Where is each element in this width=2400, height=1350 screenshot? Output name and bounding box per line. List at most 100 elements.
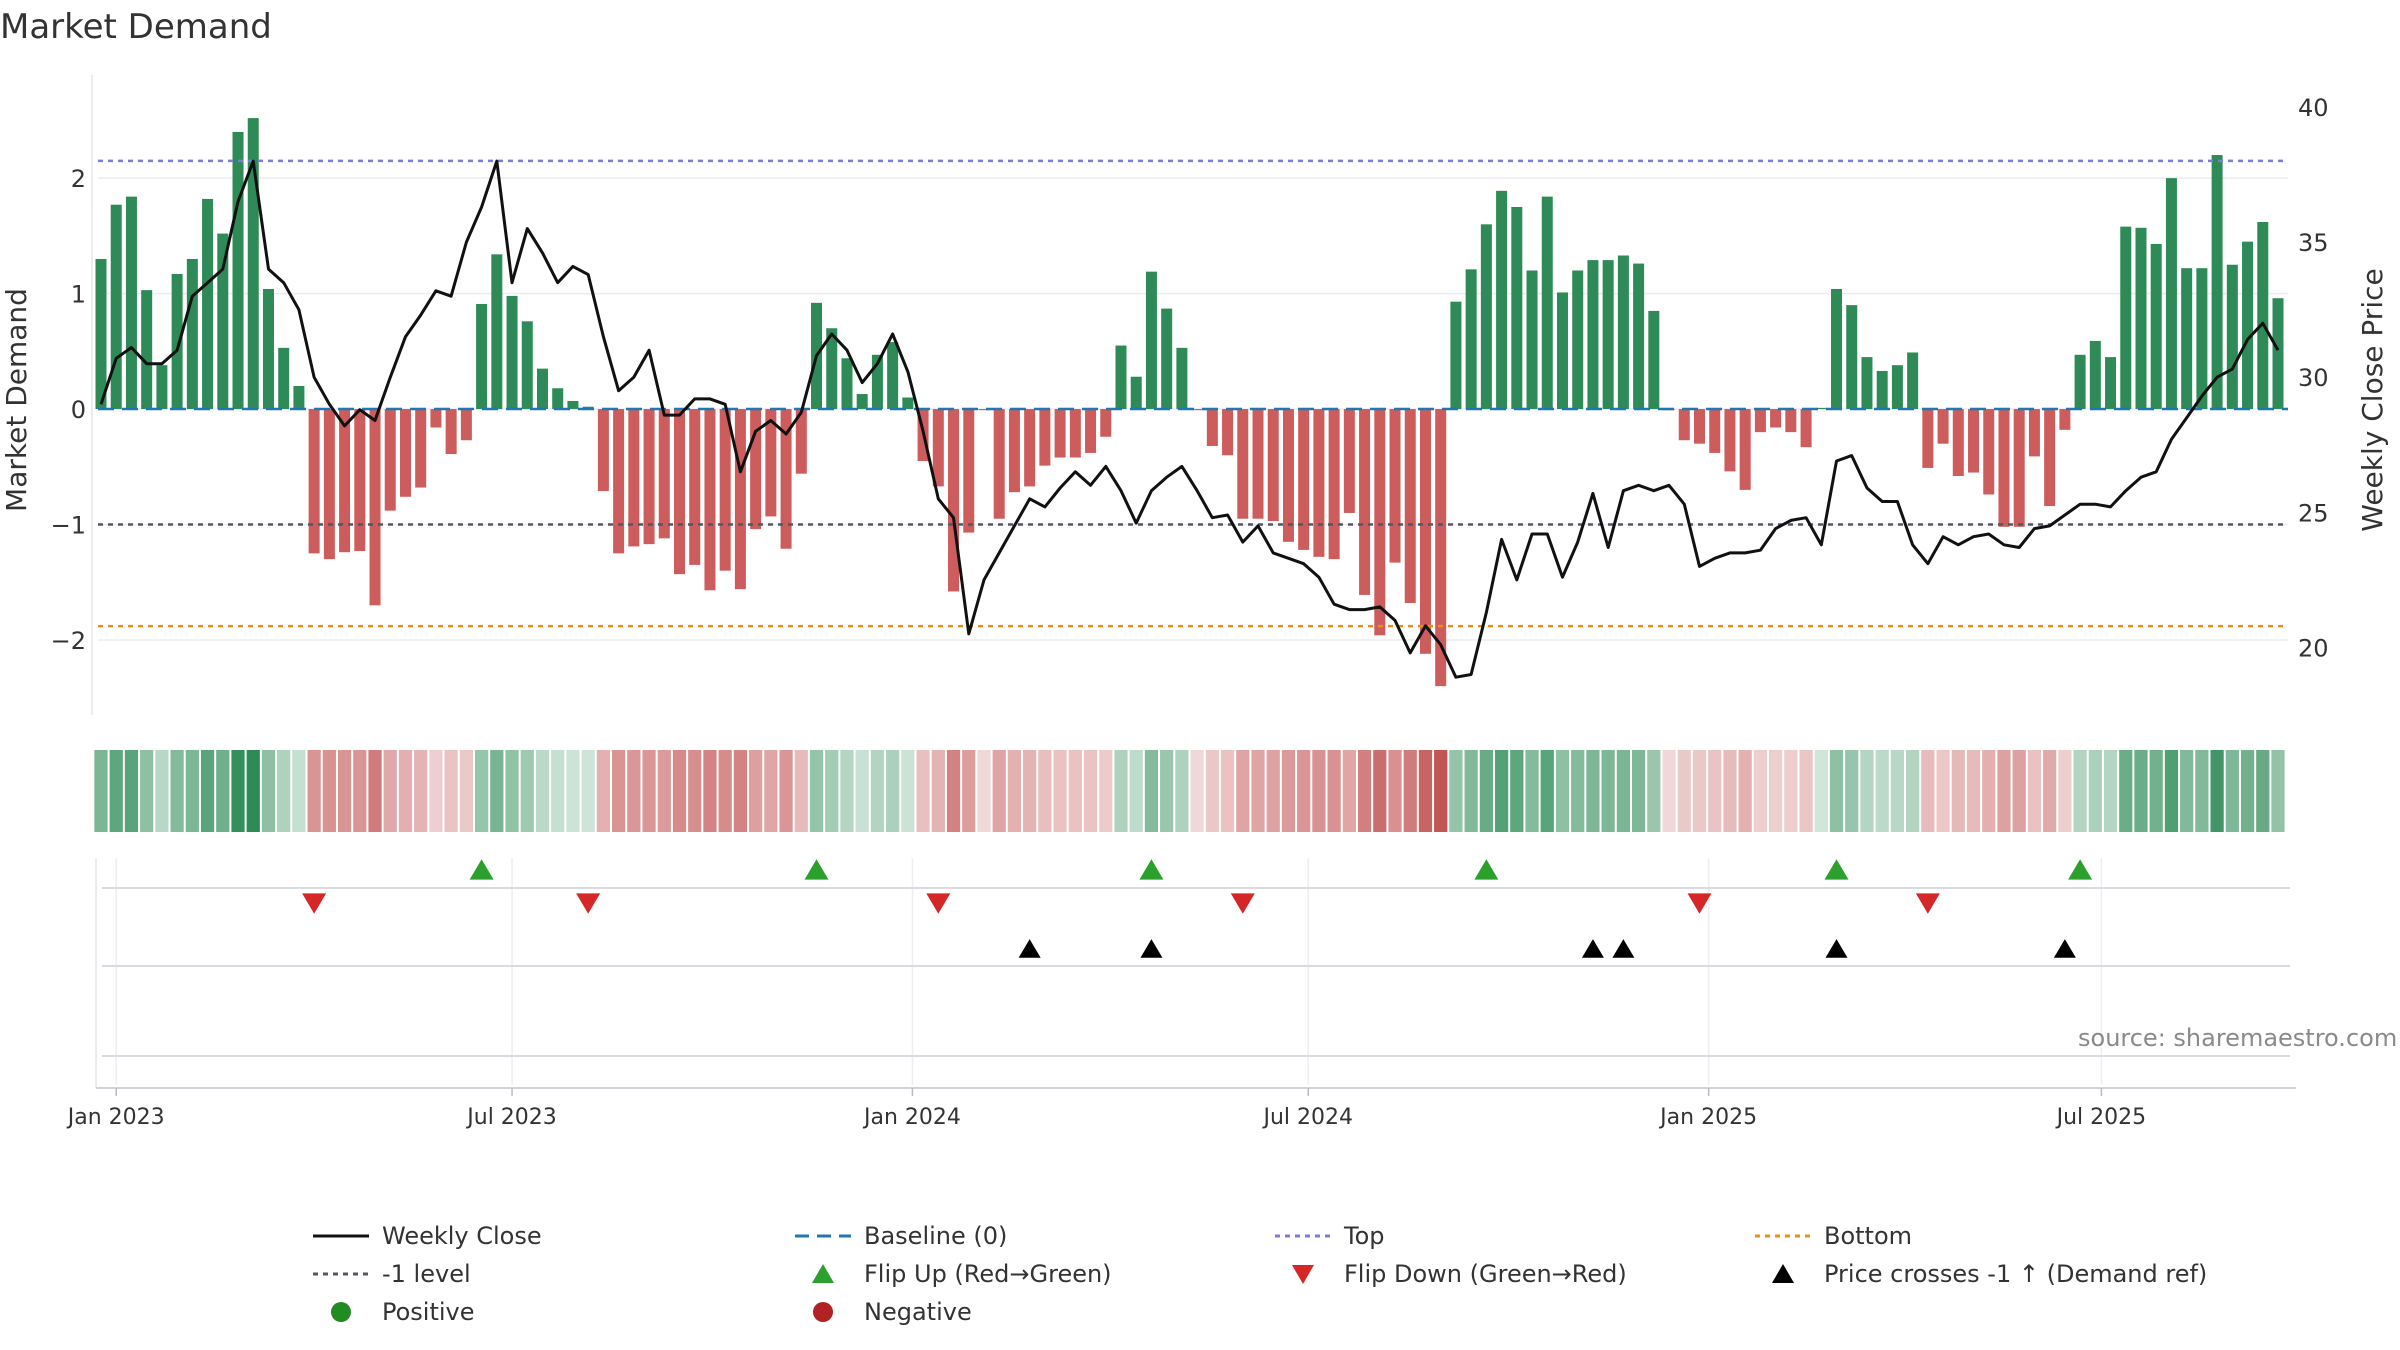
heat-strip-cell — [840, 750, 854, 832]
heat-strip-cell — [2134, 750, 2148, 832]
demand-bar — [1876, 370, 1888, 410]
demand-bar — [948, 409, 960, 592]
heat-strip-cell — [901, 750, 915, 832]
flip-up-marker — [2068, 859, 2093, 880]
legend-item: Positive — [310, 1293, 475, 1331]
right-tick-label: 30 — [2298, 364, 2329, 392]
heat-strip-cell — [1281, 750, 1296, 832]
legend-item: Negative — [792, 1293, 972, 1331]
demand-bar — [1891, 365, 1903, 410]
heat-strip-cell — [1205, 750, 1219, 832]
demand-bar — [2242, 241, 2254, 410]
chart-legend: Weekly Close Baseline (0) Top Bottom -1 leve… — [310, 1217, 2310, 1337]
heat-strip-cell — [307, 750, 321, 832]
flip-up-marker — [1139, 859, 1164, 880]
heat-strip-cell — [1418, 750, 1433, 832]
demand-bar — [1693, 409, 1705, 444]
heat-strip-cell — [2088, 750, 2102, 832]
legend-swatch — [1272, 1259, 1334, 1289]
heat-strip-cell — [596, 750, 610, 832]
heat-strip-cell — [977, 750, 991, 832]
heat-strip-cell — [749, 750, 763, 832]
demand-bar — [1115, 345, 1127, 410]
demand-bar — [2044, 409, 2056, 507]
demand-bar — [1298, 409, 1310, 550]
heat-strip-cell — [1982, 750, 1996, 832]
demand-bar — [734, 409, 746, 590]
heat-strip-cell — [261, 750, 276, 832]
heat-strip-cell — [886, 750, 900, 832]
heat-strip-cell — [1601, 750, 1615, 832]
left-tick-label: 0 — [71, 396, 86, 424]
demand-bar — [2089, 340, 2101, 410]
demand-bar — [1039, 409, 1051, 466]
left-tick-label: −1 — [51, 512, 86, 540]
legend-label: Price crosses -1 ↑ (Demand ref) — [1824, 1260, 2208, 1288]
legend-swatch — [1272, 1221, 1334, 1251]
heat-strip-cell — [627, 750, 641, 832]
heat-strip-cell — [124, 750, 139, 832]
demand-bar — [2013, 409, 2025, 527]
demand-bar — [643, 409, 655, 545]
flip-down-marker — [1687, 893, 1712, 914]
demand-bar — [1450, 301, 1462, 410]
flip-down-marker — [926, 893, 951, 914]
heat-strip-cell — [2271, 750, 2285, 832]
demand-bar — [1907, 352, 1919, 410]
heat-strip-cell — [1906, 750, 1920, 832]
heat-strip-cell — [2164, 750, 2179, 832]
demand-bar — [339, 409, 351, 553]
heat-strip-cell — [581, 750, 595, 832]
heat-strip-cell — [2043, 750, 2057, 832]
demand-bar — [1359, 409, 1371, 595]
demand-bar — [460, 409, 472, 441]
heat-strip-cell — [642, 750, 656, 832]
demand-bar — [247, 118, 259, 410]
left-axis-title: Market Demand — [0, 288, 33, 512]
heat-strip-cell — [1160, 750, 1174, 832]
heat-strip-cell — [429, 750, 443, 832]
heat-strip-cell — [718, 750, 732, 832]
chart-title: Market Demand — [0, 7, 272, 47]
demand-bar — [1511, 207, 1523, 410]
demand-bar — [1983, 409, 1995, 495]
heat-strip-cell — [1525, 750, 1539, 832]
heat-strip-cell — [459, 750, 473, 832]
legend-label: Weekly Close — [382, 1222, 542, 1250]
heat-strip-cell — [444, 750, 458, 832]
heat-strip-cell — [535, 750, 550, 832]
demand-bar — [765, 409, 777, 517]
heat-strip-cell — [733, 750, 748, 832]
demand-bar — [795, 409, 807, 474]
demand-bar — [1709, 409, 1721, 453]
heat-strip-cell — [1434, 750, 1448, 832]
heat-strip-cell — [1936, 750, 1950, 832]
demand-bar — [1130, 376, 1142, 410]
demand-bar — [1754, 409, 1766, 433]
heat-strip-cell — [1723, 750, 1737, 832]
heat-strip-cell — [490, 750, 504, 832]
heat-strip-cell — [1114, 750, 1128, 832]
heat-strip-cell — [398, 750, 413, 832]
heat-strip-cell — [1494, 750, 1509, 832]
demand-bar — [171, 273, 183, 410]
demand-bar — [1313, 409, 1325, 557]
x-tick-label: Jan 2024 — [862, 1105, 961, 1130]
demand-bar — [2135, 227, 2147, 410]
demand-bar — [1922, 409, 1934, 468]
demand-bar — [186, 258, 198, 410]
heat-strip-cell — [931, 750, 945, 832]
demand-bar — [719, 409, 731, 571]
heat-strip-cell — [2012, 750, 2026, 832]
demand-bar — [1222, 409, 1234, 456]
legend-swatch — [792, 1221, 854, 1251]
price-cross-marker — [1018, 939, 1041, 958]
demand-bar — [1343, 409, 1355, 513]
heat-strip-cell — [870, 750, 885, 832]
demand-bar — [1648, 310, 1660, 410]
heat-strip-cell — [551, 750, 565, 832]
legend-item: Top — [1272, 1217, 1385, 1255]
price-cross-marker — [1581, 939, 1604, 958]
heat-strip-cell — [2073, 750, 2087, 832]
legend-item: Flip Down (Green→Red) — [1272, 1255, 1627, 1293]
